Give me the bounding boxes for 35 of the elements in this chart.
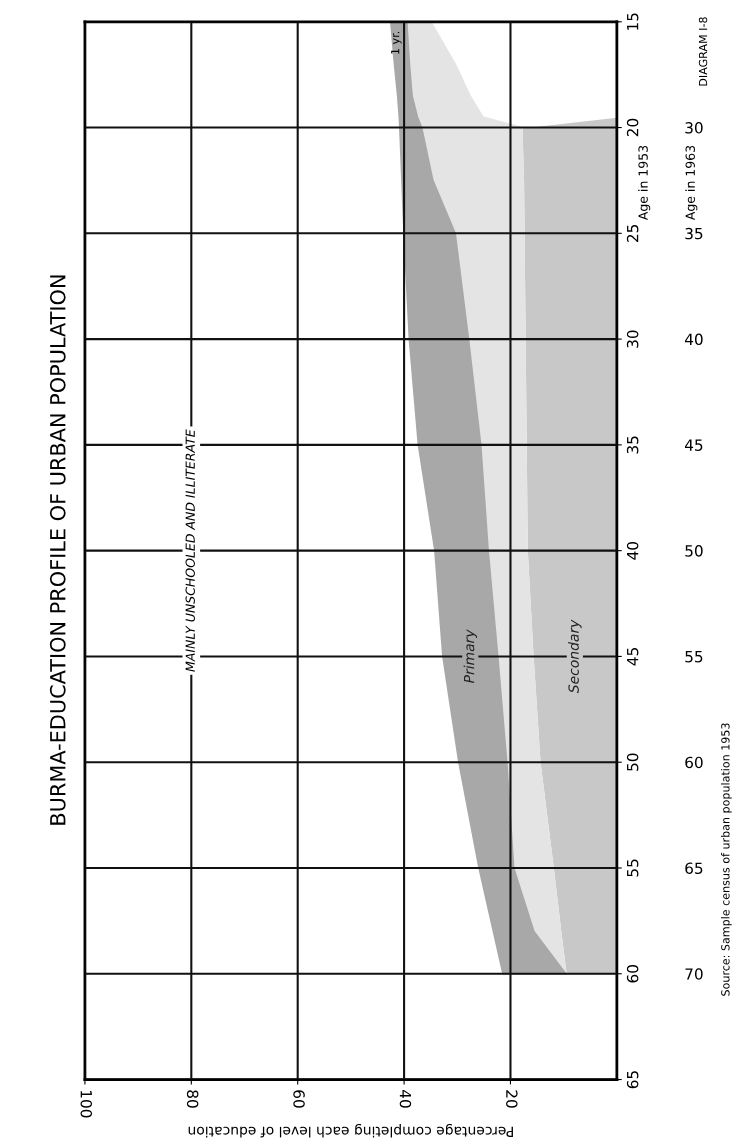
text: DIAGRAM I-8 — [698, 17, 708, 86]
source-note: Source: Sample census of urban population 1953 — [721, 723, 732, 996]
y2-tick-label: 55 — [685, 651, 703, 663]
x-tick-label: 80 — [186, 1090, 199, 1108]
x-tick-label: 20 — [506, 1090, 518, 1108]
y-tick-label: 65 — [626, 1071, 639, 1089]
y-tick-label: 45 — [627, 648, 639, 666]
y2-tick-label: 70 — [685, 968, 703, 980]
y-tick-label: 30 — [626, 330, 639, 348]
y2-tick-label: 45 — [684, 439, 703, 451]
y2-tick-label: 65 — [685, 862, 703, 874]
y2-tick-label: 60 — [685, 756, 703, 769]
annotation: 1 yr. — [391, 32, 402, 54]
y2-tick-label: 40 — [684, 333, 703, 346]
series-label: Primary — [463, 629, 478, 684]
x-axis-title: Percentage completing each level of education — [188, 1123, 513, 1138]
series-label: Secondary — [568, 619, 582, 694]
y-tick-label: 40 — [626, 541, 639, 560]
y-tick-label: 20 — [626, 118, 639, 137]
y-axis-title: Age in 1953 — [638, 145, 651, 221]
x-tick-label: 40 — [399, 1090, 412, 1108]
y-tick-label: 50 — [626, 753, 639, 771]
y-tick-label: 35 — [626, 436, 639, 454]
x-tick-label: 60 — [293, 1090, 305, 1108]
y2-tick-label: 50 — [685, 545, 703, 557]
annotation: MAINLY UNSCHOOLED AND ILLITERATE — [185, 429, 195, 672]
y-tick-label: 15 — [627, 13, 639, 30]
y-tick-label: 55 — [627, 859, 639, 877]
x-tick-label: 100 — [80, 1090, 93, 1118]
y-tick-label: 25 — [626, 224, 639, 242]
text: BURMA-EDUCATION PROFILE OF URBAN POPULATION — [49, 275, 66, 825]
y2-axis-title: Age in 1963 — [685, 145, 698, 221]
y2-tick-label: 30 — [685, 122, 703, 134]
y2-tick-label: 35 — [685, 227, 703, 240]
y-tick-label: 60 — [626, 965, 639, 983]
